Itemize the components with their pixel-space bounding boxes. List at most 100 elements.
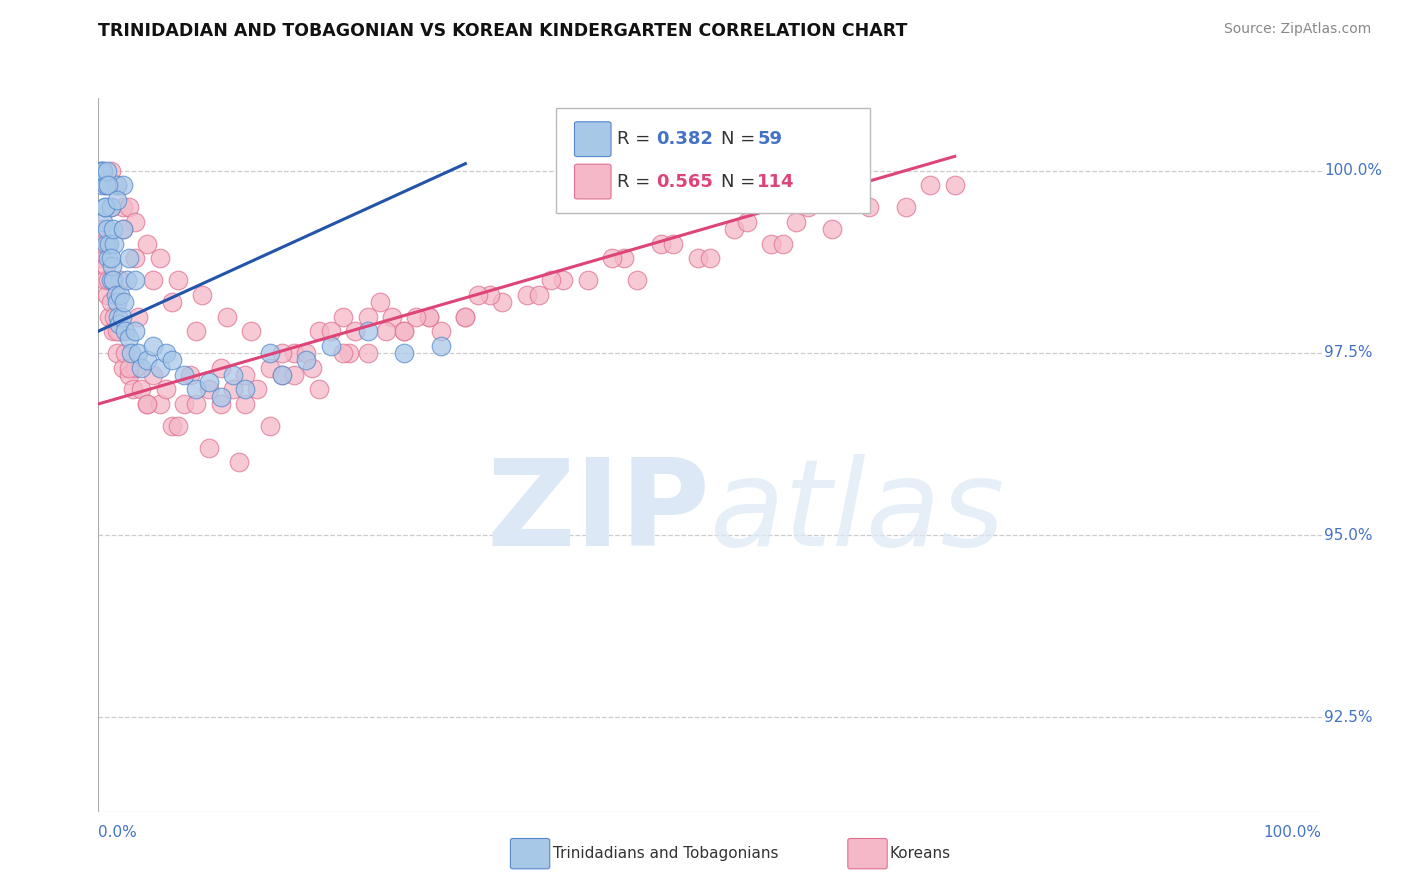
Point <box>699 252 721 266</box>
Point <box>100 200 122 214</box>
Point <box>319 339 342 353</box>
Point <box>209 397 232 411</box>
Point <box>516 287 538 301</box>
Text: 97.5%: 97.5% <box>1324 345 1372 360</box>
Point <box>283 368 305 382</box>
Point <box>167 418 190 433</box>
Point <box>98 236 121 251</box>
Point <box>91 164 114 178</box>
Point <box>96 222 118 236</box>
Point <box>332 310 354 324</box>
Point <box>894 200 917 214</box>
Point <box>90 222 112 236</box>
Point <box>155 346 177 360</box>
Point <box>97 236 120 251</box>
Point <box>454 310 477 324</box>
Point <box>430 324 453 338</box>
Point <box>270 346 294 360</box>
Point <box>553 273 575 287</box>
Text: R =: R = <box>617 172 655 191</box>
Text: 100.0%: 100.0% <box>1264 825 1322 840</box>
Point <box>381 310 404 324</box>
Point <box>821 222 844 236</box>
Point <box>91 215 114 229</box>
Point <box>368 295 391 310</box>
Point <box>270 368 294 382</box>
Point <box>111 310 134 324</box>
Point <box>344 324 367 338</box>
Text: 114: 114 <box>758 172 794 191</box>
Point <box>105 193 128 207</box>
Text: N =: N = <box>721 172 761 191</box>
Point <box>240 324 263 338</box>
Point <box>100 200 122 214</box>
Point <box>308 324 330 338</box>
Point <box>173 368 195 382</box>
Point <box>94 178 117 193</box>
Point <box>374 324 396 338</box>
Text: ZIP: ZIP <box>486 453 710 571</box>
Point <box>337 346 360 360</box>
Point <box>96 164 118 178</box>
Point <box>121 383 143 397</box>
Point <box>129 383 152 397</box>
Point <box>295 346 318 360</box>
Point <box>186 324 208 338</box>
Point <box>540 273 562 287</box>
Point <box>118 252 141 266</box>
Point <box>491 295 513 310</box>
Point <box>124 324 146 338</box>
Point <box>98 310 121 324</box>
Point <box>772 236 794 251</box>
Point <box>114 324 136 338</box>
Point <box>858 200 880 214</box>
Point <box>127 310 149 324</box>
Text: 92.5%: 92.5% <box>1324 709 1372 724</box>
Point <box>186 383 208 397</box>
Point <box>301 360 323 375</box>
Point <box>761 236 783 251</box>
Point <box>228 455 250 469</box>
Point <box>209 360 232 375</box>
Point <box>418 310 440 324</box>
Point <box>392 324 416 338</box>
Point <box>233 368 256 382</box>
Text: atlas: atlas <box>710 453 1005 571</box>
Point <box>197 375 219 389</box>
Point <box>124 360 146 375</box>
Point <box>173 397 195 411</box>
Point <box>100 295 122 310</box>
Point <box>259 360 281 375</box>
Point <box>124 273 146 287</box>
Point <box>104 287 127 301</box>
Point <box>626 273 648 287</box>
Point <box>167 273 190 287</box>
Point <box>105 178 128 193</box>
Point <box>259 418 281 433</box>
Point <box>124 215 146 229</box>
Point <box>356 346 378 360</box>
Point <box>105 324 128 338</box>
Point <box>662 236 685 251</box>
Point <box>91 178 114 193</box>
Point <box>454 310 477 324</box>
Point <box>392 346 416 360</box>
Point <box>100 252 122 266</box>
Point <box>332 346 354 360</box>
Point <box>110 287 132 301</box>
Point <box>118 331 141 345</box>
Point <box>527 287 550 301</box>
Point <box>319 324 342 338</box>
Point <box>356 324 378 338</box>
Point <box>118 360 141 375</box>
Point <box>112 295 135 310</box>
Point <box>100 164 122 178</box>
Point <box>142 339 165 353</box>
Point <box>120 346 142 360</box>
Point <box>101 222 124 236</box>
Point <box>103 236 125 251</box>
Point <box>93 200 115 214</box>
Point <box>467 287 489 301</box>
Point <box>91 164 114 178</box>
Point <box>215 310 238 324</box>
